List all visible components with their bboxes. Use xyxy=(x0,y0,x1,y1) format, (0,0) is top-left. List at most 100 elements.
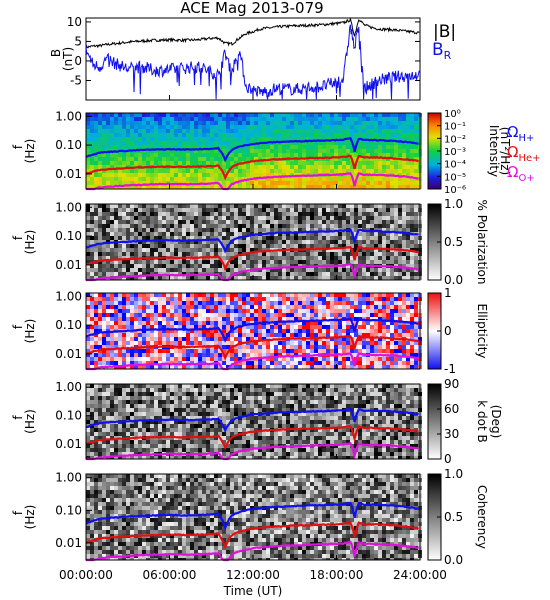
gyrofrequency-h-plus-line xyxy=(85,228,419,254)
legend-h-plus: ΩH+ xyxy=(507,123,534,144)
colorbar-tick-label: 10⁻¹ xyxy=(444,122,466,133)
colorbar-tick-label: 1.0 xyxy=(444,197,463,211)
time-tick-label: 24:00:00 xyxy=(393,568,447,582)
spectrogram-ytick-label: 1.00 xyxy=(55,109,82,123)
series-radial-b-line xyxy=(85,24,420,100)
spectrogram-yunit: (Hz) xyxy=(23,409,37,434)
bfield-ytick-label: 0 xyxy=(74,54,82,68)
colorbar-label: Intensity xyxy=(487,125,501,177)
colorbar-label: Ellipticity xyxy=(475,304,489,359)
time-tick-label: 18:00:00 xyxy=(310,568,364,582)
gyro-legend: ΩH+ ΩHe+ ΩO+ xyxy=(507,123,541,184)
gyrofrequency-he-plus-line xyxy=(85,424,419,450)
spectrogram-raster-ellipticity xyxy=(86,293,422,369)
bfield-legend: |B| BR xyxy=(432,22,456,62)
gyrofrequency-he-plus-line xyxy=(85,334,419,361)
colorbar-tick-label: 10⁻⁶ xyxy=(444,185,466,196)
gyrofrequency-o-plus-line xyxy=(86,352,419,371)
colorbar-tick-label: -1 xyxy=(444,362,456,376)
spectrogram-ytick-label: 0.01 xyxy=(55,437,82,451)
colorbar-tick-label: 10⁰ xyxy=(444,109,461,120)
legend-total-b: |B| xyxy=(433,22,456,42)
gyrofrequency-h-plus-line xyxy=(85,136,419,163)
colorbar-unit: (nT²/Hz) xyxy=(498,127,512,175)
colorbar-tick-label: 0 xyxy=(444,452,452,466)
colorbar-tick-label: 1.0 xyxy=(444,467,463,481)
time-axis: 00:00:00 06:00:00 12:00:00 18:00:00 24:00:00… xyxy=(59,568,447,598)
spectrogram-ytick-label: 0.01 xyxy=(55,536,82,550)
gyrofrequency-o-plus-line xyxy=(86,172,419,191)
gyrofrequency-o-plus-line xyxy=(86,262,419,282)
spectrogram-ylabel: f xyxy=(11,144,25,149)
colorbar-label: k dot B xyxy=(475,400,489,442)
bfield-panel: -5 0 5 10 B(nT) xyxy=(49,15,421,101)
spectrogram-yunit: (Hz) xyxy=(23,319,37,344)
spectrogram-ytick-label: 0.10 xyxy=(55,503,82,517)
colorbar-label: % Polarization xyxy=(475,200,489,285)
spectrogram-yunit: (Hz) xyxy=(23,139,37,164)
spectrogram-yunit: (Hz) xyxy=(23,230,37,255)
gyrofrequency-o-plus-line xyxy=(86,442,419,461)
spectrogram-ytick-label: 0.10 xyxy=(55,318,82,332)
time-tick-label: 12:00:00 xyxy=(226,568,280,582)
time-tick-label: 00:00:00 xyxy=(59,568,113,582)
bfield-ytick-label: -5 xyxy=(70,73,82,87)
spectrogram-ylabel: f xyxy=(11,235,25,240)
colorbar-tick-label: 0.0 xyxy=(444,273,463,287)
spectrogram-ylabel: f xyxy=(11,415,25,420)
spectrogram-ytick-label: 1.00 xyxy=(55,471,82,485)
colorbar-k-dot-b xyxy=(427,383,442,460)
spectrogram-ytick-label: 0.10 xyxy=(55,229,82,243)
spectrogram-panel-k-dot-b: 1.00 0.10 0.01 f(Hz) 90 60 30 0 k dot B (Deg) xyxy=(11,377,503,466)
colorbar-tick-label: 0.5 xyxy=(444,510,463,524)
spectrogram-panel-ellipticity: 1.00 0.10 0.01 f(Hz) 1 0 -1 Ellipticity xyxy=(11,286,489,376)
legend-o-plus: ΩO+ xyxy=(507,163,535,184)
colorbar-unit: (Deg) xyxy=(489,405,503,439)
spectrogram-ytick-label: 0.01 xyxy=(55,167,82,181)
legend-he-plus: ΩHe+ xyxy=(507,143,541,164)
colorbar-tick-label: 10⁻⁵ xyxy=(444,172,466,183)
colorbar-tick-label: 90 xyxy=(444,377,459,391)
spectrogram-ytick-label: 0.10 xyxy=(55,409,82,423)
spectrogram-panel-coherency: 1.00 0.10 0.01 f(Hz) 1.0 0.5 0.0 Coherency xyxy=(11,467,489,567)
colorbar-tick-label: 60 xyxy=(444,402,459,416)
spectrogram-ytick-label: 0.01 xyxy=(55,347,82,361)
gyrofrequency-o-plus-line xyxy=(86,540,419,562)
colorbar-tick-label: 0.0 xyxy=(444,553,463,567)
colorbar-tick-label: 30 xyxy=(444,427,459,441)
series-total-b-line xyxy=(85,17,420,49)
colorbar-tick-label: 10⁻⁴ xyxy=(444,160,466,171)
spectrogram-ylabel: f xyxy=(11,510,25,515)
panels: -50510B(nT)1.000.100.01f(Hz)10⁰10⁻¹10⁻²1… xyxy=(11,15,512,567)
gyrofrequency-he-plus-line xyxy=(85,154,420,181)
gyrofrequency-h-plus-line xyxy=(85,317,419,343)
spectrogram-ytick-label: 1.00 xyxy=(55,200,82,214)
spectrogram-panel-intensity: 1.00 0.10 0.01 f(Hz) 10⁰ 10⁻¹10⁻² 10⁻³ 10⁻⁴10⁻⁵… xyxy=(11,109,512,196)
gyrofrequency-h-plus-line xyxy=(85,501,419,531)
spectrogram-ytick-label: 0.01 xyxy=(55,258,82,272)
spectrogram-ytick-label: 1.00 xyxy=(55,380,82,394)
time-tick-label: 06:00:00 xyxy=(143,568,197,582)
spectrogram-ytick-label: 1.00 xyxy=(55,289,82,303)
spectrogram-ytick-label: 0.10 xyxy=(55,138,82,152)
colorbar-tick-label: 0.5 xyxy=(444,235,463,249)
bfield-ylabel: B xyxy=(49,49,63,57)
time-axis-label: Time (UT) xyxy=(223,584,283,598)
figure-title: ACE Mag 2013-079 xyxy=(180,0,323,17)
colorbar-tick-label: 10⁻³ xyxy=(444,147,466,158)
gyrofrequency-he-plus-line xyxy=(85,520,420,550)
gyrofrequency-h-plus-line xyxy=(85,407,419,434)
colorbar-tick-label: 10⁻² xyxy=(444,134,466,145)
legend-radial-b: BR xyxy=(432,40,452,62)
gyrofrequency-he-plus-line xyxy=(85,245,419,272)
colorbar-label: Coherency xyxy=(475,485,489,549)
spectrogram-raster-intensity xyxy=(86,113,422,189)
colorbar-tick-label: 1 xyxy=(444,286,452,300)
bfield-ytick-label: 5 xyxy=(74,34,82,48)
colorbar-tick-label: 0 xyxy=(444,324,452,338)
bfield-yunit: (nT) xyxy=(61,47,75,71)
bfield-ytick-label: 10 xyxy=(67,15,82,29)
spectrogram-yunit: (Hz) xyxy=(23,505,37,530)
spectrogram-ylabel: f xyxy=(11,324,25,329)
